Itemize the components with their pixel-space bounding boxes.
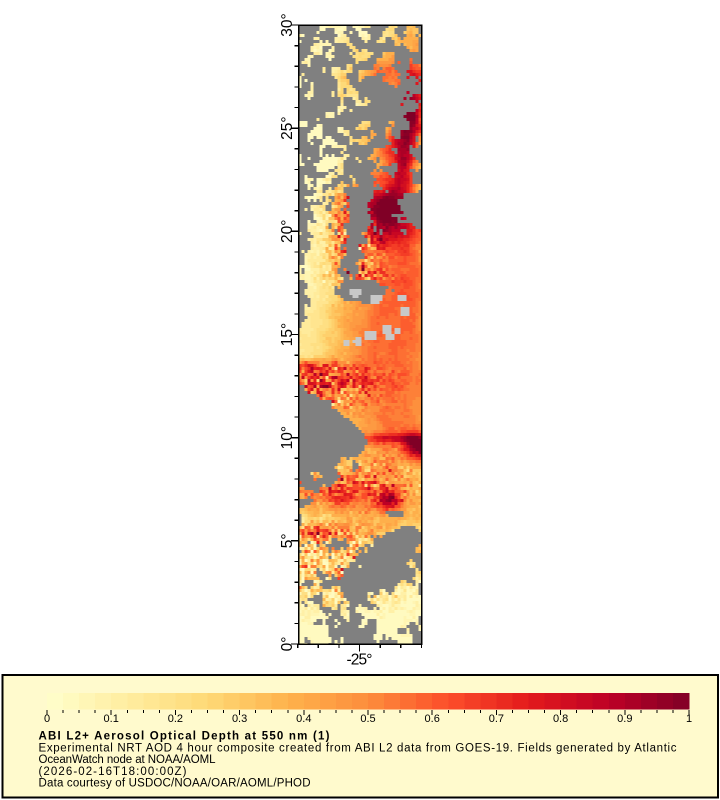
svg-text:25°: 25°	[279, 116, 296, 139]
svg-text:0.9: 0.9	[617, 713, 632, 725]
svg-text:(2026-02-16T18:00:00Z): (2026-02-16T18:00:00Z)	[39, 766, 187, 778]
svg-text:0.6: 0.6	[425, 713, 440, 725]
svg-text:0.3: 0.3	[232, 713, 247, 725]
svg-text:0.1: 0.1	[104, 713, 119, 725]
svg-text:10°: 10°	[279, 426, 296, 449]
svg-text:5°: 5°	[279, 533, 296, 548]
svg-text:0.4: 0.4	[296, 713, 311, 725]
svg-text:0: 0	[44, 713, 50, 725]
svg-text:15°: 15°	[279, 323, 296, 346]
svg-text:0.2: 0.2	[168, 713, 183, 725]
svg-text:Data courtesy of USDOC/NOAA/OA: Data courtesy of USDOC/NOAA/OAR/AOML/PHO…	[39, 778, 311, 790]
svg-text:OceanWatch node at NOAA/AOML: OceanWatch node at NOAA/AOML	[39, 754, 217, 766]
svg-text:Experimental NRT AOD 4 hour co: Experimental NRT AOD 4 hour composite cr…	[39, 743, 677, 755]
svg-text:0.8: 0.8	[553, 713, 568, 725]
svg-text:-25°: -25°	[347, 652, 373, 669]
svg-text:0.7: 0.7	[489, 713, 504, 725]
svg-text:20°: 20°	[279, 220, 296, 243]
svg-text:0°: 0°	[279, 637, 296, 652]
svg-text:30°: 30°	[279, 13, 296, 36]
svg-text:0.5: 0.5	[360, 713, 375, 725]
svg-text:1: 1	[686, 713, 692, 725]
